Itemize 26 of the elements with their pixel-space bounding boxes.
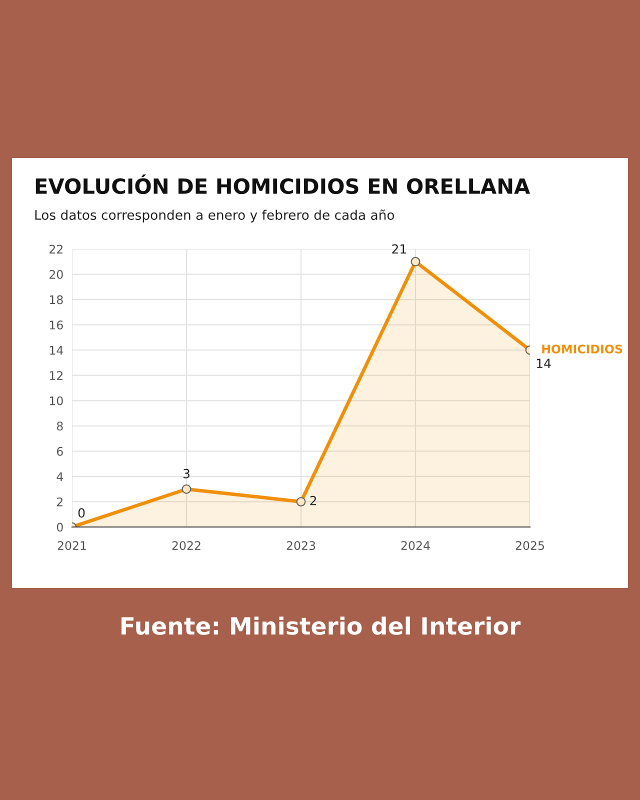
- chart-subtitle: Los datos corresponden a enero y febrero de cada año: [35, 210, 394, 222]
- y-tick-label: 12: [50, 371, 62, 380]
- y-tick-label: 20: [50, 270, 63, 279]
- chart-title: EVOLUCIÓN DE HOMICIDIOS EN ORELLANA: [36, 174, 530, 194]
- data-label: 0: [78, 508, 85, 518]
- data-label: 2: [310, 496, 316, 506]
- series-label: HOMICIDIOS: [542, 344, 622, 354]
- y-tick-label: 10: [50, 396, 63, 406]
- y-tick-label: 0: [56, 522, 63, 532]
- x-tick-label: 2024: [401, 541, 430, 550]
- x-tick-label: 2022: [172, 541, 200, 550]
- data-label: 3: [183, 468, 190, 478]
- y-tick-label: 2: [57, 497, 62, 506]
- y-tick-label: 14: [50, 346, 64, 355]
- y-tick-label: 16: [50, 320, 63, 330]
- x-tick-label: 2023: [286, 541, 316, 550]
- y-tick-label: 22: [50, 244, 62, 254]
- data-label: 14: [536, 358, 551, 368]
- y-tick-label: 6: [56, 446, 63, 456]
- x-tick-label: 2021: [58, 541, 86, 550]
- data-label: 21: [392, 244, 406, 254]
- y-tick-label: 18: [50, 295, 63, 304]
- y-tick-label: 8: [56, 422, 63, 431]
- y-tick-label: 4: [56, 472, 64, 481]
- x-tick-label: 2025: [516, 541, 544, 550]
- source-note: Fuente: Ministerio del Interior: [122, 616, 521, 635]
